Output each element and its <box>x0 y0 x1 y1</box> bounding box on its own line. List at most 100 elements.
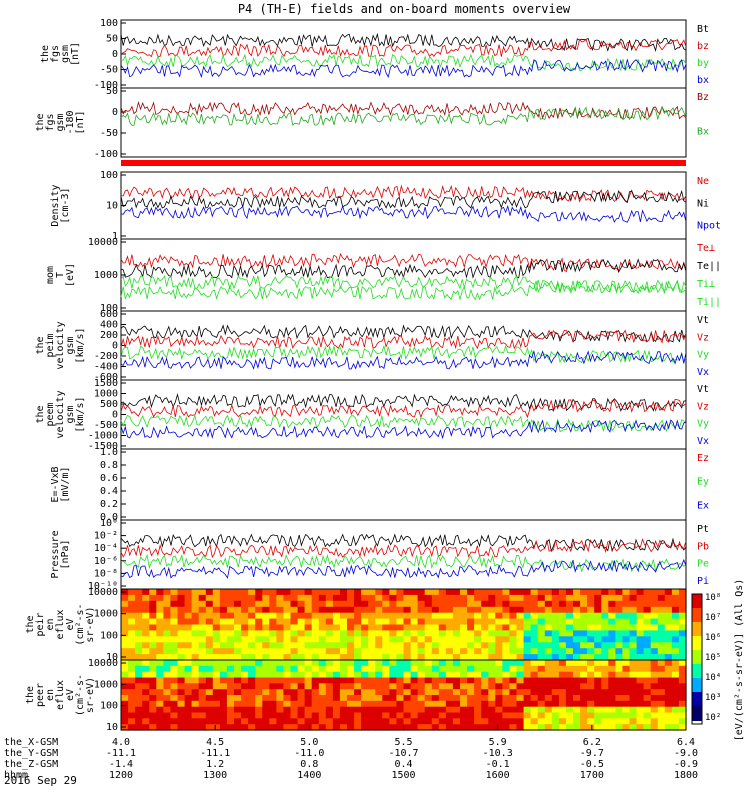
heatmap-cell <box>135 706 143 714</box>
heatmap-cell <box>297 677 306 684</box>
heatmap-cell <box>339 630 348 637</box>
heatmap-cell <box>452 677 461 684</box>
heatmap-cell <box>226 594 235 602</box>
heatmap-cell <box>467 718 475 725</box>
heatmap-cell <box>452 695 461 702</box>
heatmap-cell <box>234 600 242 608</box>
heatmap-cell <box>375 642 383 649</box>
heatmap-cell <box>481 618 489 626</box>
heatmap-cell <box>290 630 299 637</box>
heatmap-cell <box>431 648 440 655</box>
heatmap-cell <box>664 642 673 649</box>
heatmap-cell <box>608 665 616 673</box>
heatmap-cell <box>580 618 588 626</box>
heatmap-cell <box>325 589 334 596</box>
heatmap-cell <box>163 648 172 655</box>
heatmap-cell <box>650 706 659 714</box>
heatmap-cell <box>156 724 164 731</box>
heatmap-cell <box>622 712 631 719</box>
heatmap-cell <box>664 677 673 684</box>
heatmap-cell <box>347 589 355 596</box>
heatmap-cell <box>509 695 518 702</box>
heatmap-cell <box>255 648 263 655</box>
heatmap-cell <box>608 648 616 655</box>
heatmap-cell <box>594 624 602 631</box>
heatmap-cell <box>163 594 172 602</box>
heatmap-cell <box>502 706 511 714</box>
heatmap-cell <box>184 683 193 690</box>
heatmap-cell <box>248 648 256 655</box>
heatmap-cell <box>587 624 595 631</box>
heatmap-cell <box>502 665 511 673</box>
legend-Te||: Te|| <box>697 261 721 272</box>
heatmap-cell <box>325 671 334 679</box>
heatmap-cell <box>671 612 680 620</box>
heatmap-cell <box>551 724 560 731</box>
ylabel-line: [mV/m] <box>60 466 71 502</box>
heatmap-cell <box>339 654 348 661</box>
heatmap-cell <box>276 654 285 661</box>
ylabel-line: peim <box>45 333 56 357</box>
heatmap-cell <box>424 677 433 684</box>
heatmap-cell <box>622 665 631 673</box>
heatmap-cell <box>403 700 412 708</box>
heatmap-cell <box>396 618 405 626</box>
heatmap-cell <box>403 648 412 655</box>
heatmap-cell <box>488 636 496 643</box>
heatmap-cell <box>424 706 433 714</box>
heatmap-cell <box>417 612 426 620</box>
heatmap-cell <box>142 642 150 649</box>
heatmap-cell <box>177 636 186 643</box>
heatmap-cell <box>403 589 412 596</box>
heatmap-cell <box>481 724 489 731</box>
heatmap-cell <box>361 695 369 702</box>
heatmap-cell <box>417 589 426 596</box>
heatmap-cell <box>580 671 588 679</box>
heatmap-cell <box>678 630 687 637</box>
heatmap-cell <box>219 648 228 655</box>
heatmap-cell <box>516 648 525 655</box>
heatmap-cell <box>226 665 235 673</box>
heatmap-cell <box>636 589 645 596</box>
heatmap-cell <box>347 683 355 690</box>
heatmap-cell <box>431 600 440 608</box>
heatmap-cell <box>438 606 447 614</box>
heatmap-cell <box>636 606 645 614</box>
heatmap-cell <box>580 648 588 655</box>
heatmap-cell <box>495 648 503 655</box>
heatmap-cell <box>424 612 433 620</box>
heatmap-cell <box>226 671 235 679</box>
heatmap-cell <box>650 689 659 696</box>
heatmap-cell <box>438 700 447 708</box>
heatmap-cell <box>580 636 588 643</box>
heatmap-cell <box>438 695 447 702</box>
heatmap-cell <box>502 600 511 608</box>
heatmap-cell <box>424 589 433 596</box>
heatmap-cell <box>601 660 609 667</box>
xtick-z: -0.5 <box>580 759 604 770</box>
heatmap-cell <box>226 612 235 620</box>
heatmap-cell <box>403 606 412 614</box>
heatmap-cell <box>636 660 645 667</box>
heatmap-cell <box>389 594 398 602</box>
heatmap-cell <box>452 636 461 643</box>
heatmap-cell <box>339 695 348 702</box>
heatmap-cell <box>580 600 588 608</box>
heatmap-cell <box>121 700 129 708</box>
heatmap-cell <box>410 689 419 696</box>
heatmap-cell <box>198 648 207 655</box>
ytick-label: 0.0 <box>100 512 118 523</box>
heatmap-cell <box>234 660 242 667</box>
heatmap-cell <box>142 665 150 673</box>
heatmap-cell <box>332 665 341 673</box>
heatmap-cell <box>537 706 546 714</box>
heatmap-cell <box>332 712 341 719</box>
heatmap-cell <box>234 612 242 620</box>
heatmap-cell <box>544 624 553 631</box>
heatmap-cell <box>516 724 525 731</box>
heatmap-cell <box>452 712 461 719</box>
heatmap-cell <box>191 589 200 596</box>
heatmap-cell <box>424 665 433 673</box>
heatmap-cell <box>241 677 249 684</box>
heatmap-cell <box>262 724 270 731</box>
